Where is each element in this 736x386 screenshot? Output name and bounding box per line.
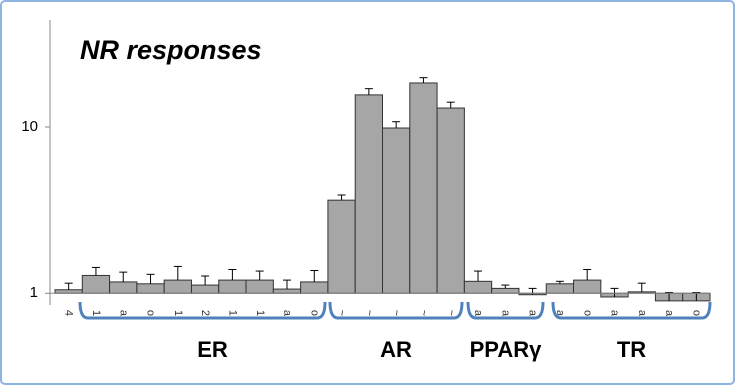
bar: [354, 94, 384, 294]
bar: [218, 279, 247, 294]
bar: [573, 279, 602, 294]
x-tick-label: a: [472, 310, 484, 317]
bar: [382, 127, 411, 294]
x-tick-label: 4: [63, 310, 75, 316]
x-tick-label: o: [308, 310, 320, 316]
bar: [136, 283, 165, 294]
x-tick-label: o: [145, 310, 157, 316]
group-label: PPARγ: [470, 337, 542, 362]
bar: [272, 288, 302, 294]
x-tick-label: ~: [445, 310, 457, 316]
x-tick-label: 1: [90, 310, 102, 316]
x-tick-label: ~: [390, 310, 402, 316]
x-tick-label: a: [554, 310, 566, 317]
group-bracket: [78, 301, 327, 320]
x-tick-label: a: [117, 310, 129, 317]
bar: [463, 280, 493, 294]
x-tick-label: a: [527, 310, 539, 317]
x-tick-label: 1: [254, 310, 266, 316]
y-tick-label: 1: [30, 284, 38, 301]
bar: [54, 289, 83, 294]
group-label: AR: [380, 337, 412, 362]
bar: [190, 284, 220, 294]
bar: [109, 281, 138, 294]
x-tick-label: ~: [336, 310, 348, 316]
group-bracket: [551, 301, 712, 320]
x-tick-label: o: [581, 310, 593, 316]
bar: [81, 274, 111, 294]
bar: [327, 199, 356, 294]
x-tick-label: 1: [226, 310, 238, 316]
x-tick-label: a: [609, 310, 621, 317]
bar: [436, 107, 465, 294]
x-tick-label: ~: [363, 310, 375, 316]
x-tick-label: o: [690, 310, 702, 316]
y-tick-label: 10: [21, 118, 38, 135]
bar: [300, 281, 329, 294]
x-tick-label: 1: [172, 310, 184, 316]
group-label: ER: [197, 337, 228, 362]
x-tick-label: 2: [199, 310, 211, 316]
group-bracket: [466, 301, 545, 320]
group-label: TR: [617, 337, 646, 362]
x-tick-label: a: [663, 310, 675, 317]
x-tick-label: ~: [418, 310, 430, 316]
group-bracket: [328, 301, 464, 320]
bar: [545, 283, 575, 294]
x-tick-label: a: [281, 310, 293, 317]
bar: [491, 287, 520, 294]
bar: [409, 82, 438, 294]
chart-title: NR responses: [80, 35, 262, 65]
bar: [245, 279, 274, 294]
x-tick-label: a: [636, 310, 648, 317]
x-tick-label: a: [499, 310, 511, 317]
bar: [163, 279, 192, 294]
